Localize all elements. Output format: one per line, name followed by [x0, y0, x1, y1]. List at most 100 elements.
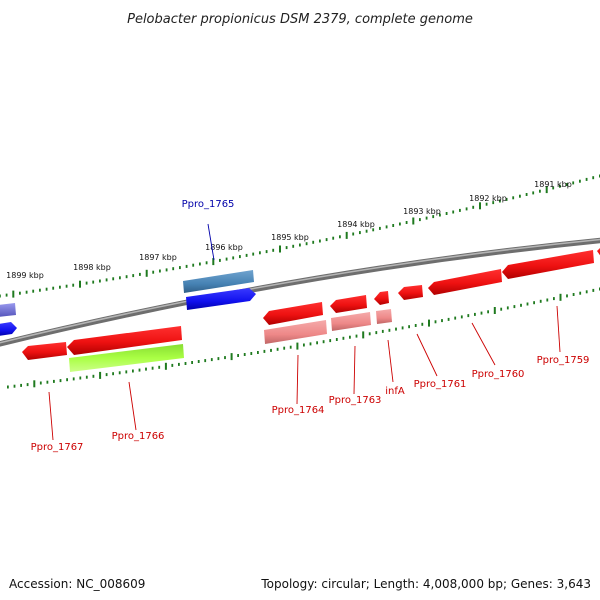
- scale-lower-minor-tick: [138, 368, 141, 372]
- gene-label-infa[interactable]: infA: [385, 386, 405, 397]
- scale-upper-minor-tick: [159, 269, 161, 273]
- scale-upper-minor-tick: [205, 261, 208, 265]
- scale-upper-minor-tick: [319, 239, 321, 243]
- gene-label-ppro-1767[interactable]: Ppro_1767: [31, 442, 84, 453]
- gene-arrow-ppro-1764[interactable]: [263, 302, 323, 325]
- scale-upper-major-tick: [279, 245, 281, 253]
- scale-lower-minor-tick: [13, 384, 16, 388]
- scale-upper-minor-tick: [339, 235, 341, 239]
- gene-arrow-ppro-1767[interactable]: [22, 342, 67, 360]
- scale-lower-minor-tick: [92, 374, 95, 378]
- scale-lower-minor-tick: [309, 342, 312, 346]
- scale-upper-major-tick: [345, 231, 348, 239]
- scale-upper-minor-tick: [439, 213, 441, 217]
- scale-lower-minor-tick: [184, 362, 187, 365]
- gene-arrow-right-edge[interactable]: [597, 246, 600, 258]
- scale-lower-minor-tick: [112, 372, 114, 376]
- scale-upper-minor-tick: [325, 238, 328, 242]
- gene-arrow-blue-left[interactable]: [0, 322, 17, 336]
- scale-lower-minor-tick: [26, 383, 29, 387]
- tick-label-1894: 1894 kbp: [337, 220, 375, 229]
- scale-upper-minor-tick: [52, 286, 55, 290]
- gene-arrow-ppro-1765[interactable]: [186, 288, 256, 310]
- scale-upper-minor-tick: [19, 291, 21, 295]
- gene-arrow-ppro-1764-pink[interactable]: [264, 320, 327, 344]
- genome-backbone: [0, 237, 600, 347]
- gene-arrow-infa[interactable]: [374, 291, 389, 305]
- gene-arrow-ppro-1763[interactable]: [330, 295, 367, 313]
- scale-upper-minor-tick: [112, 277, 115, 281]
- accession-text: Accession: NC_008609: [9, 577, 146, 591]
- gene-arrow-ppro-1763-pink[interactable]: [331, 312, 371, 331]
- scale-lower-minor-tick: [250, 352, 253, 355]
- scale-upper-minor-tick: [119, 276, 121, 280]
- scale-lower-minor-tick: [434, 320, 437, 324]
- scale-lower-minor-tick: [579, 291, 582, 295]
- scale-upper-minor-tick: [125, 275, 128, 279]
- scale-lower-minor-tick: [85, 375, 88, 379]
- scale-upper-minor-tick: [552, 186, 555, 190]
- scale-upper-minor-tick: [272, 248, 275, 252]
- scale-lower-minor-tick: [322, 340, 325, 344]
- gene-arrow-ppro-1765-top[interactable]: [183, 270, 254, 293]
- scale-upper-minor-tick: [225, 257, 228, 261]
- scale-upper-minor-tick: [379, 226, 381, 230]
- scale-upper-minor-tick: [219, 258, 221, 262]
- gene-arrow-ppro-1760[interactable]: [428, 269, 502, 295]
- gene-label-ppro-1759[interactable]: Ppro_1759: [537, 355, 590, 366]
- scale-lower-minor-tick: [342, 336, 345, 340]
- scale-lower-minor-tick: [329, 339, 332, 343]
- scale-upper-minor-tick: [65, 284, 68, 288]
- scale-upper-minor-tick: [452, 210, 455, 214]
- scale-lower-minor-tick: [105, 373, 108, 377]
- leader-ppro-1763: [353, 345, 356, 395]
- scale-upper-minor-tick: [5, 293, 8, 297]
- gene-arrow-ppro-1761[interactable]: [398, 285, 423, 300]
- scale-lower-minor-tick: [276, 347, 279, 351]
- gene-label-ppro-1764[interactable]: Ppro_1764: [272, 405, 325, 416]
- gene-label-ppro-1765[interactable]: Ppro_1765: [182, 199, 235, 210]
- scale-upper-minor-tick: [45, 287, 48, 291]
- scale-upper-minor-tick: [252, 252, 255, 256]
- leader-ppro-1759: [556, 305, 561, 353]
- leader-ppro-1767: [48, 391, 54, 441]
- gene-arrow-ppro-1766[interactable]: [67, 326, 182, 355]
- scale-lower-minor-tick: [520, 303, 522, 307]
- scale-lower-minor-tick: [125, 370, 128, 374]
- scale-lower-minor-tick: [381, 329, 384, 333]
- scale-upper-minor-tick: [592, 176, 595, 180]
- scale-upper-minor-tick: [579, 179, 581, 183]
- scale-lower-minor-tick: [39, 381, 42, 385]
- scale-upper-minor-tick: [519, 194, 521, 198]
- scale-upper-minor-tick: [105, 278, 108, 282]
- scale-upper-minor-tick: [99, 279, 101, 283]
- scale-lower-minor-tick: [237, 354, 239, 357]
- gene-arrow-infa-pink[interactable]: [376, 309, 392, 324]
- gene-arrow-purple[interactable]: [0, 303, 16, 317]
- scale-upper-minor-tick: [425, 216, 428, 220]
- gene-label-ppro-1766[interactable]: Ppro_1766: [112, 431, 165, 442]
- gene-label-ppro-1760[interactable]: Ppro_1760: [472, 369, 525, 380]
- scale-upper-minor-tick: [472, 205, 475, 209]
- scale-upper-minor-tick: [372, 228, 375, 232]
- gene-label-ppro-1761[interactable]: Ppro_1761: [414, 379, 467, 390]
- scale-lower-minor-tick: [316, 341, 318, 345]
- gene-arrow-ppro-1759[interactable]: [502, 250, 594, 279]
- gene-arrow-ppro-1766-lime[interactable]: [69, 344, 184, 372]
- scale-upper-minor-tick: [165, 268, 168, 272]
- scale-lower-minor-tick: [79, 376, 82, 380]
- scale-upper-minor-tick: [432, 215, 435, 219]
- scale-lower-minor-tick: [401, 326, 404, 330]
- tick-label-1896: 1896 kbp: [205, 243, 243, 252]
- scale-lower-minor-tick: [533, 301, 535, 305]
- scale-upper-minor-tick: [0, 294, 1, 298]
- scale-lower-minor-tick: [46, 380, 49, 384]
- scale-upper-minor-tick: [39, 288, 41, 292]
- forward-strand-genes: [0, 270, 256, 336]
- gene-label-ppro-1763[interactable]: Ppro_1763: [329, 395, 382, 406]
- scale-upper-minor-tick: [405, 221, 408, 224]
- scale-lower-minor-tick: [204, 359, 207, 363]
- scale-upper-minor-tick: [565, 183, 568, 187]
- scale-lower-major-tick: [164, 362, 167, 370]
